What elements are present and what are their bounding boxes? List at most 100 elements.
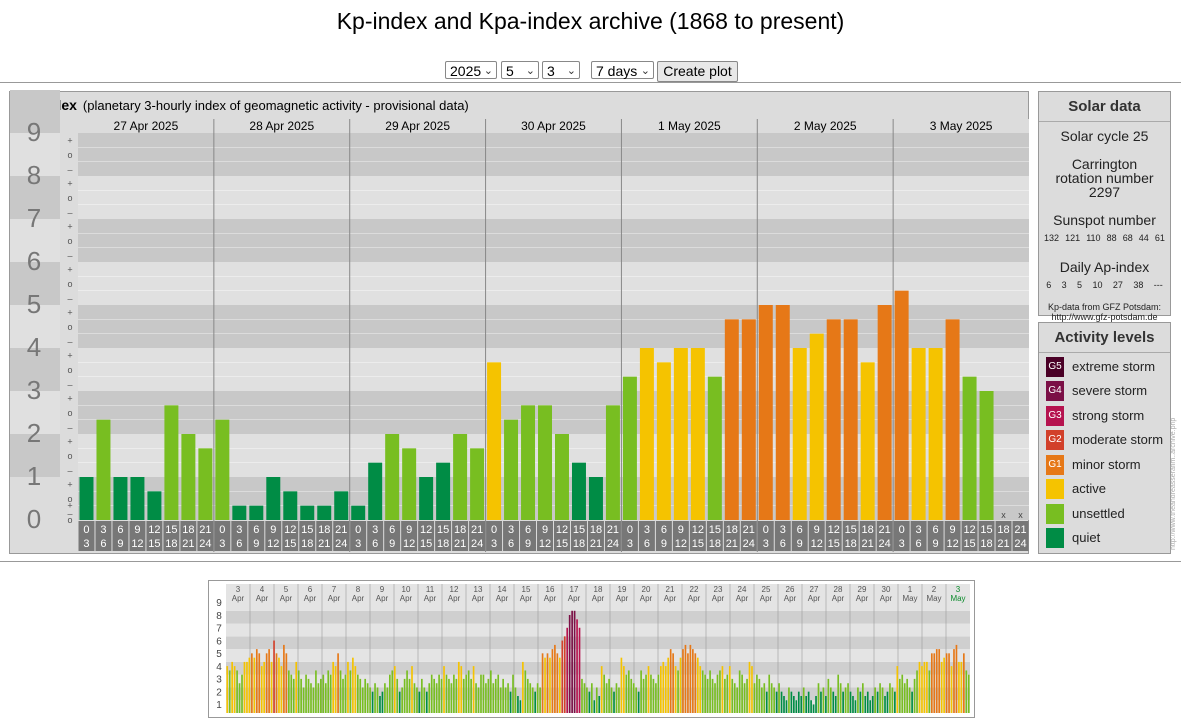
mini-bar bbox=[913, 678, 916, 713]
mini-bar bbox=[556, 653, 559, 713]
mini-bar bbox=[662, 661, 665, 713]
mini-bar bbox=[967, 674, 970, 713]
mini-bar bbox=[312, 687, 315, 713]
mini-bar bbox=[669, 649, 672, 713]
mini-bar bbox=[655, 683, 657, 713]
mini-bar bbox=[541, 653, 544, 713]
mini-bar bbox=[837, 674, 840, 713]
mini-bar bbox=[832, 691, 835, 713]
solar-title: Solar data bbox=[1039, 98, 1170, 122]
mini-day-month: Apr bbox=[280, 594, 293, 603]
day-value: 3 bbox=[547, 63, 555, 79]
mini-bar bbox=[260, 666, 263, 713]
mini-bar bbox=[938, 649, 941, 713]
mini-bar bbox=[307, 678, 310, 713]
y-tick-label: 5 bbox=[27, 289, 41, 319]
activity-title: Activity levels bbox=[1039, 329, 1170, 353]
month-select[interactable]: 5 ⌄ bbox=[501, 61, 539, 79]
mini-bar bbox=[428, 683, 431, 713]
slot-label-box bbox=[587, 521, 604, 551]
mini-bar bbox=[965, 670, 968, 713]
level-label: strong storm bbox=[1072, 408, 1145, 423]
mini-bar bbox=[462, 678, 465, 713]
mini-bar bbox=[578, 627, 581, 713]
slot-end-label: 21 bbox=[726, 538, 738, 550]
mini-bar bbox=[509, 691, 512, 713]
mini-bar bbox=[275, 653, 278, 713]
mini-bar bbox=[430, 674, 433, 713]
mini-bar bbox=[576, 619, 578, 713]
source-link[interactable]: http://www.gfz-potsdam.de bbox=[1051, 312, 1158, 322]
slot-end-label: 6 bbox=[916, 538, 922, 550]
mini-day-month: Apr bbox=[232, 594, 245, 603]
mini-day-number: 3 bbox=[956, 585, 961, 594]
mini-bar bbox=[871, 696, 874, 713]
mini-bar bbox=[817, 683, 820, 713]
sub-tick-label: – bbox=[67, 508, 72, 518]
slot-start-label: 12 bbox=[284, 524, 296, 536]
mini-bar bbox=[287, 670, 290, 713]
mini-bar bbox=[490, 670, 492, 713]
mini-day-month: Apr bbox=[376, 594, 389, 603]
slot-label-box bbox=[282, 521, 299, 551]
mini-bar bbox=[453, 674, 455, 713]
mini-bar bbox=[233, 666, 236, 713]
range-select[interactable]: 7 days ⌄ bbox=[591, 61, 654, 79]
mini-bar bbox=[251, 653, 253, 713]
sub-tick-label: + bbox=[67, 501, 72, 511]
mini-bar bbox=[435, 683, 438, 713]
mini-bar bbox=[945, 653, 948, 713]
slot-end-label: 6 bbox=[372, 538, 378, 550]
mini-bar bbox=[268, 649, 270, 713]
mini-band bbox=[226, 649, 970, 662]
mini-bar bbox=[699, 666, 702, 713]
mini-bar bbox=[517, 696, 519, 713]
slot-start-label: 21 bbox=[607, 524, 619, 536]
mini-bar bbox=[916, 670, 918, 713]
kp-bar bbox=[843, 319, 858, 520]
mini-bar bbox=[440, 678, 443, 713]
sub-tick-label: + bbox=[67, 351, 72, 361]
mini-day-number: 2 bbox=[932, 585, 937, 594]
kp-bar bbox=[113, 477, 128, 520]
mini-y-tick: 2 bbox=[216, 687, 222, 698]
kp-bar bbox=[707, 376, 722, 520]
slot-label-box bbox=[537, 521, 553, 551]
level-label: severe storm bbox=[1072, 383, 1148, 398]
mini-bar bbox=[292, 678, 295, 713]
mini-day-number: 20 bbox=[642, 585, 651, 594]
mini-bar bbox=[640, 670, 642, 713]
year-select[interactable]: 2025 ⌄ bbox=[445, 61, 497, 79]
mini-header-band bbox=[226, 584, 970, 598]
mini-bar bbox=[908, 687, 911, 713]
mini-day-month: Apr bbox=[808, 594, 821, 603]
mini-day-number: 13 bbox=[474, 585, 483, 594]
kp-bar bbox=[809, 333, 824, 520]
y-tick-label: 4 bbox=[27, 332, 41, 362]
mini-day-number: 16 bbox=[546, 585, 555, 594]
mini-bar bbox=[487, 678, 490, 713]
mini-bar bbox=[347, 661, 349, 713]
mini-bar bbox=[226, 666, 229, 713]
mini-day-month: Apr bbox=[520, 594, 533, 603]
level-swatch bbox=[1046, 479, 1064, 499]
kp-bar bbox=[724, 319, 739, 520]
mini-bar bbox=[894, 691, 896, 713]
mini-bar bbox=[524, 670, 527, 713]
day-select[interactable]: 3 ⌄ bbox=[542, 61, 580, 79]
sub-tick-label: o bbox=[67, 150, 72, 160]
slot-end-label: 18 bbox=[301, 538, 313, 550]
y-tick-band bbox=[10, 262, 60, 305]
slot-end-label: 9 bbox=[933, 538, 939, 550]
mini-bar bbox=[403, 678, 406, 713]
mini-day-month: Apr bbox=[640, 594, 653, 603]
mini-bar bbox=[349, 670, 352, 713]
day-label: 3 May 2025 bbox=[930, 119, 993, 133]
solar-data-panel: Solar data Solar cycle 25 Carrington rot… bbox=[1038, 91, 1171, 322]
mini-bar bbox=[477, 687, 480, 713]
create-plot-button[interactable]: Create plot bbox=[657, 61, 738, 82]
kp-band bbox=[78, 133, 1029, 176]
mini-bar bbox=[825, 696, 827, 713]
mini-bar bbox=[371, 691, 374, 713]
mini-day-month: May bbox=[926, 594, 941, 603]
